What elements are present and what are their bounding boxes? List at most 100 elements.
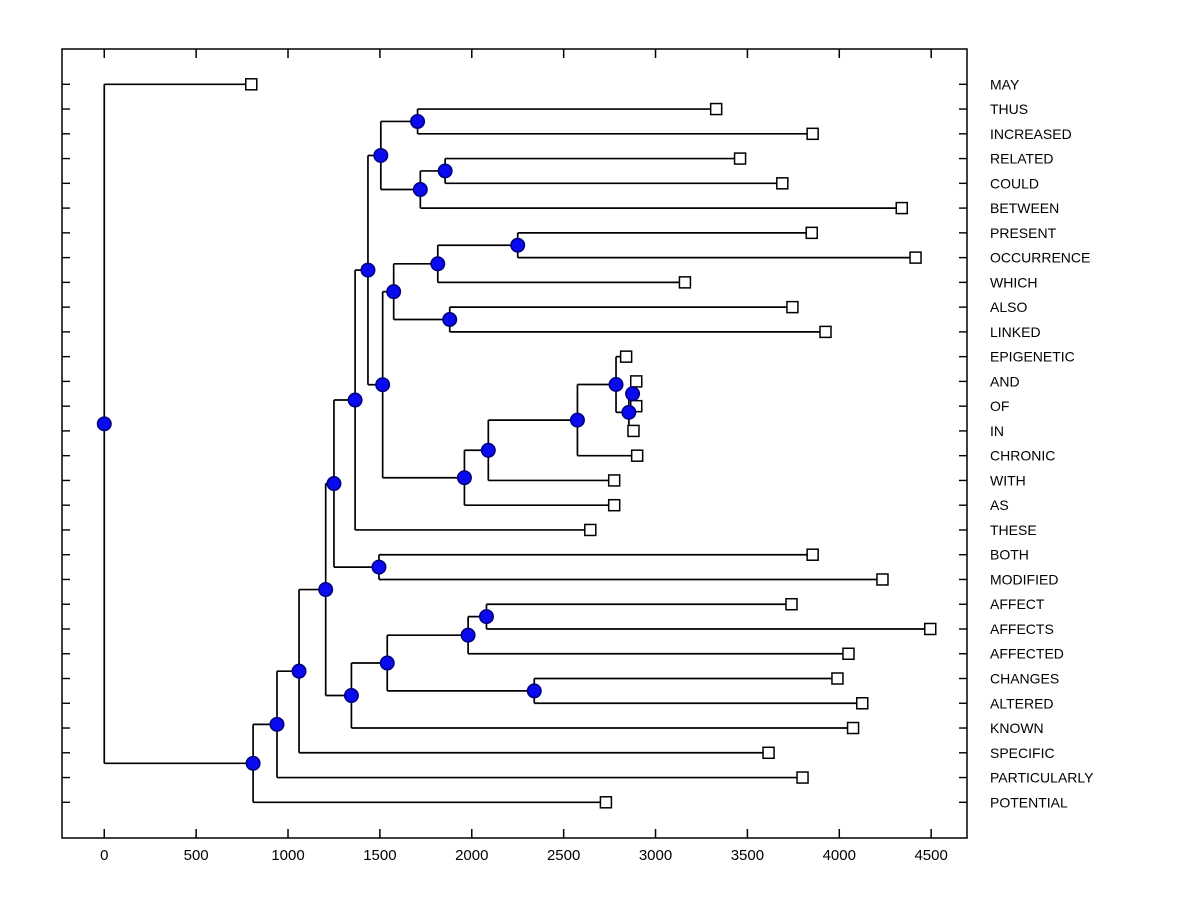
leaf-label: BOTH <box>990 547 1029 563</box>
leaf-label: AFFECTS <box>990 621 1054 637</box>
internal-node-marker[interactable] <box>291 663 307 679</box>
leaf-label: WITH <box>990 472 1026 488</box>
leaf-marker[interactable] <box>678 276 692 289</box>
leaf-marker[interactable] <box>806 127 819 141</box>
leaf-marker[interactable] <box>796 771 809 784</box>
internal-node-marker[interactable] <box>460 627 476 643</box>
leaf-label: RELATED <box>990 151 1054 167</box>
leaf-marker[interactable] <box>831 672 844 685</box>
internal-node-marker[interactable] <box>437 163 453 179</box>
leaf-label: THUS <box>990 101 1028 117</box>
leaf-label: SPECIFIC <box>990 745 1055 761</box>
leaf-label: EPIGENETIC <box>990 349 1075 365</box>
leaf-marker[interactable] <box>607 498 621 512</box>
x-tick-label: 4500 <box>914 847 947 864</box>
leaf-label: CHANGES <box>990 671 1059 687</box>
internal-node-marker[interactable] <box>430 256 446 272</box>
leaf-marker[interactable] <box>895 201 909 215</box>
internal-node-marker[interactable] <box>608 376 624 392</box>
internal-node-marker[interactable] <box>347 392 363 408</box>
x-tick-label: 500 <box>184 847 209 864</box>
internal-node-marker[interactable] <box>412 182 428 198</box>
leaf-marker[interactable] <box>599 796 613 809</box>
leaf-label: COULD <box>990 175 1039 191</box>
leaf-label: LINKED <box>990 324 1041 340</box>
leaf-label: CHRONIC <box>990 448 1055 464</box>
leaf-marker[interactable] <box>629 375 643 388</box>
internal-node-marker[interactable] <box>371 559 387 575</box>
leaf-label: THESE <box>990 522 1037 538</box>
leaf-marker[interactable] <box>846 721 860 735</box>
internal-node-marker[interactable] <box>375 377 391 393</box>
leaf-label: WHICH <box>990 274 1037 290</box>
leaf-marker[interactable] <box>806 548 819 561</box>
leaf-label: POTENTIAL <box>990 794 1068 810</box>
x-tick-label: 4000 <box>823 847 856 864</box>
internal-node-marker[interactable] <box>269 716 285 732</box>
leaf-marker[interactable] <box>786 300 799 314</box>
internal-node-marker[interactable] <box>326 476 342 492</box>
leaf-label: IN <box>990 423 1004 439</box>
internal-node-marker[interactable] <box>569 412 585 428</box>
leaf-marker[interactable] <box>733 152 747 165</box>
leaf-marker[interactable] <box>819 325 832 339</box>
internal-node-marker[interactable] <box>245 755 261 771</box>
leaf-marker[interactable] <box>627 424 640 438</box>
x-tick-label: 1000 <box>271 847 304 864</box>
leaf-marker[interactable] <box>856 697 869 710</box>
leaf-marker[interactable] <box>762 746 775 760</box>
internal-node-marker[interactable] <box>379 655 395 671</box>
internal-node-marker[interactable] <box>456 470 472 486</box>
leaf-marker[interactable] <box>630 449 644 462</box>
internal-node-marker[interactable] <box>373 147 389 163</box>
leaf-label: BETWEEN <box>990 200 1059 216</box>
internal-node-marker[interactable] <box>96 416 112 432</box>
x-tick-label: 1500 <box>363 847 396 864</box>
leaf-marker[interactable] <box>785 597 798 611</box>
leaf-marker[interactable] <box>923 622 937 636</box>
leaf-marker[interactable] <box>584 523 597 537</box>
leaf-label: ALSO <box>990 299 1027 315</box>
leaf-label: AFFECT <box>990 596 1045 612</box>
x-tick-label: 3000 <box>639 847 672 864</box>
internal-node-marker[interactable] <box>360 262 376 278</box>
internal-node-marker[interactable] <box>510 237 526 253</box>
leaf-marker[interactable] <box>876 573 889 586</box>
x-tick-label: 2500 <box>547 847 580 864</box>
leaf-label: AS <box>990 497 1009 513</box>
internal-node-marker[interactable] <box>386 284 402 300</box>
leaf-marker[interactable] <box>619 350 633 363</box>
leaf-marker[interactable] <box>709 102 723 116</box>
leaf-marker[interactable] <box>776 177 789 190</box>
internal-node-marker[interactable] <box>410 113 426 129</box>
leaf-marker[interactable] <box>245 78 258 91</box>
leaf-label: OCCURRENCE <box>990 250 1090 266</box>
leaf-label: AND <box>990 373 1020 389</box>
leaf-label: KNOWN <box>990 720 1044 736</box>
leaf-label: ALTERED <box>990 695 1054 711</box>
internal-node-marker[interactable] <box>318 582 334 598</box>
leaf-marker[interactable] <box>805 226 818 240</box>
x-tick-label: 3500 <box>731 847 764 864</box>
internal-node-marker[interactable] <box>478 609 494 625</box>
leaf-marker[interactable] <box>909 251 922 264</box>
leaf-marker[interactable] <box>607 474 621 487</box>
leaf-marker[interactable] <box>842 647 855 660</box>
internal-node-marker[interactable] <box>526 683 542 699</box>
internal-node-marker[interactable] <box>480 442 496 458</box>
x-tick-label: 0 <box>100 847 108 864</box>
internal-node-marker[interactable] <box>621 404 637 420</box>
leaf-label: AFFECTED <box>990 646 1064 662</box>
internal-node-marker[interactable] <box>625 386 641 402</box>
x-tick-label: 2000 <box>455 847 488 864</box>
leaf-label: MODIFIED <box>990 571 1058 587</box>
plot-box <box>61 48 968 839</box>
internal-node-marker[interactable] <box>442 312 458 328</box>
internal-node-marker[interactable] <box>343 688 359 704</box>
leaf-label: PRESENT <box>990 225 1057 241</box>
leaf-label: OF <box>990 398 1009 414</box>
leaf-label: PARTICULARLY <box>990 770 1094 786</box>
